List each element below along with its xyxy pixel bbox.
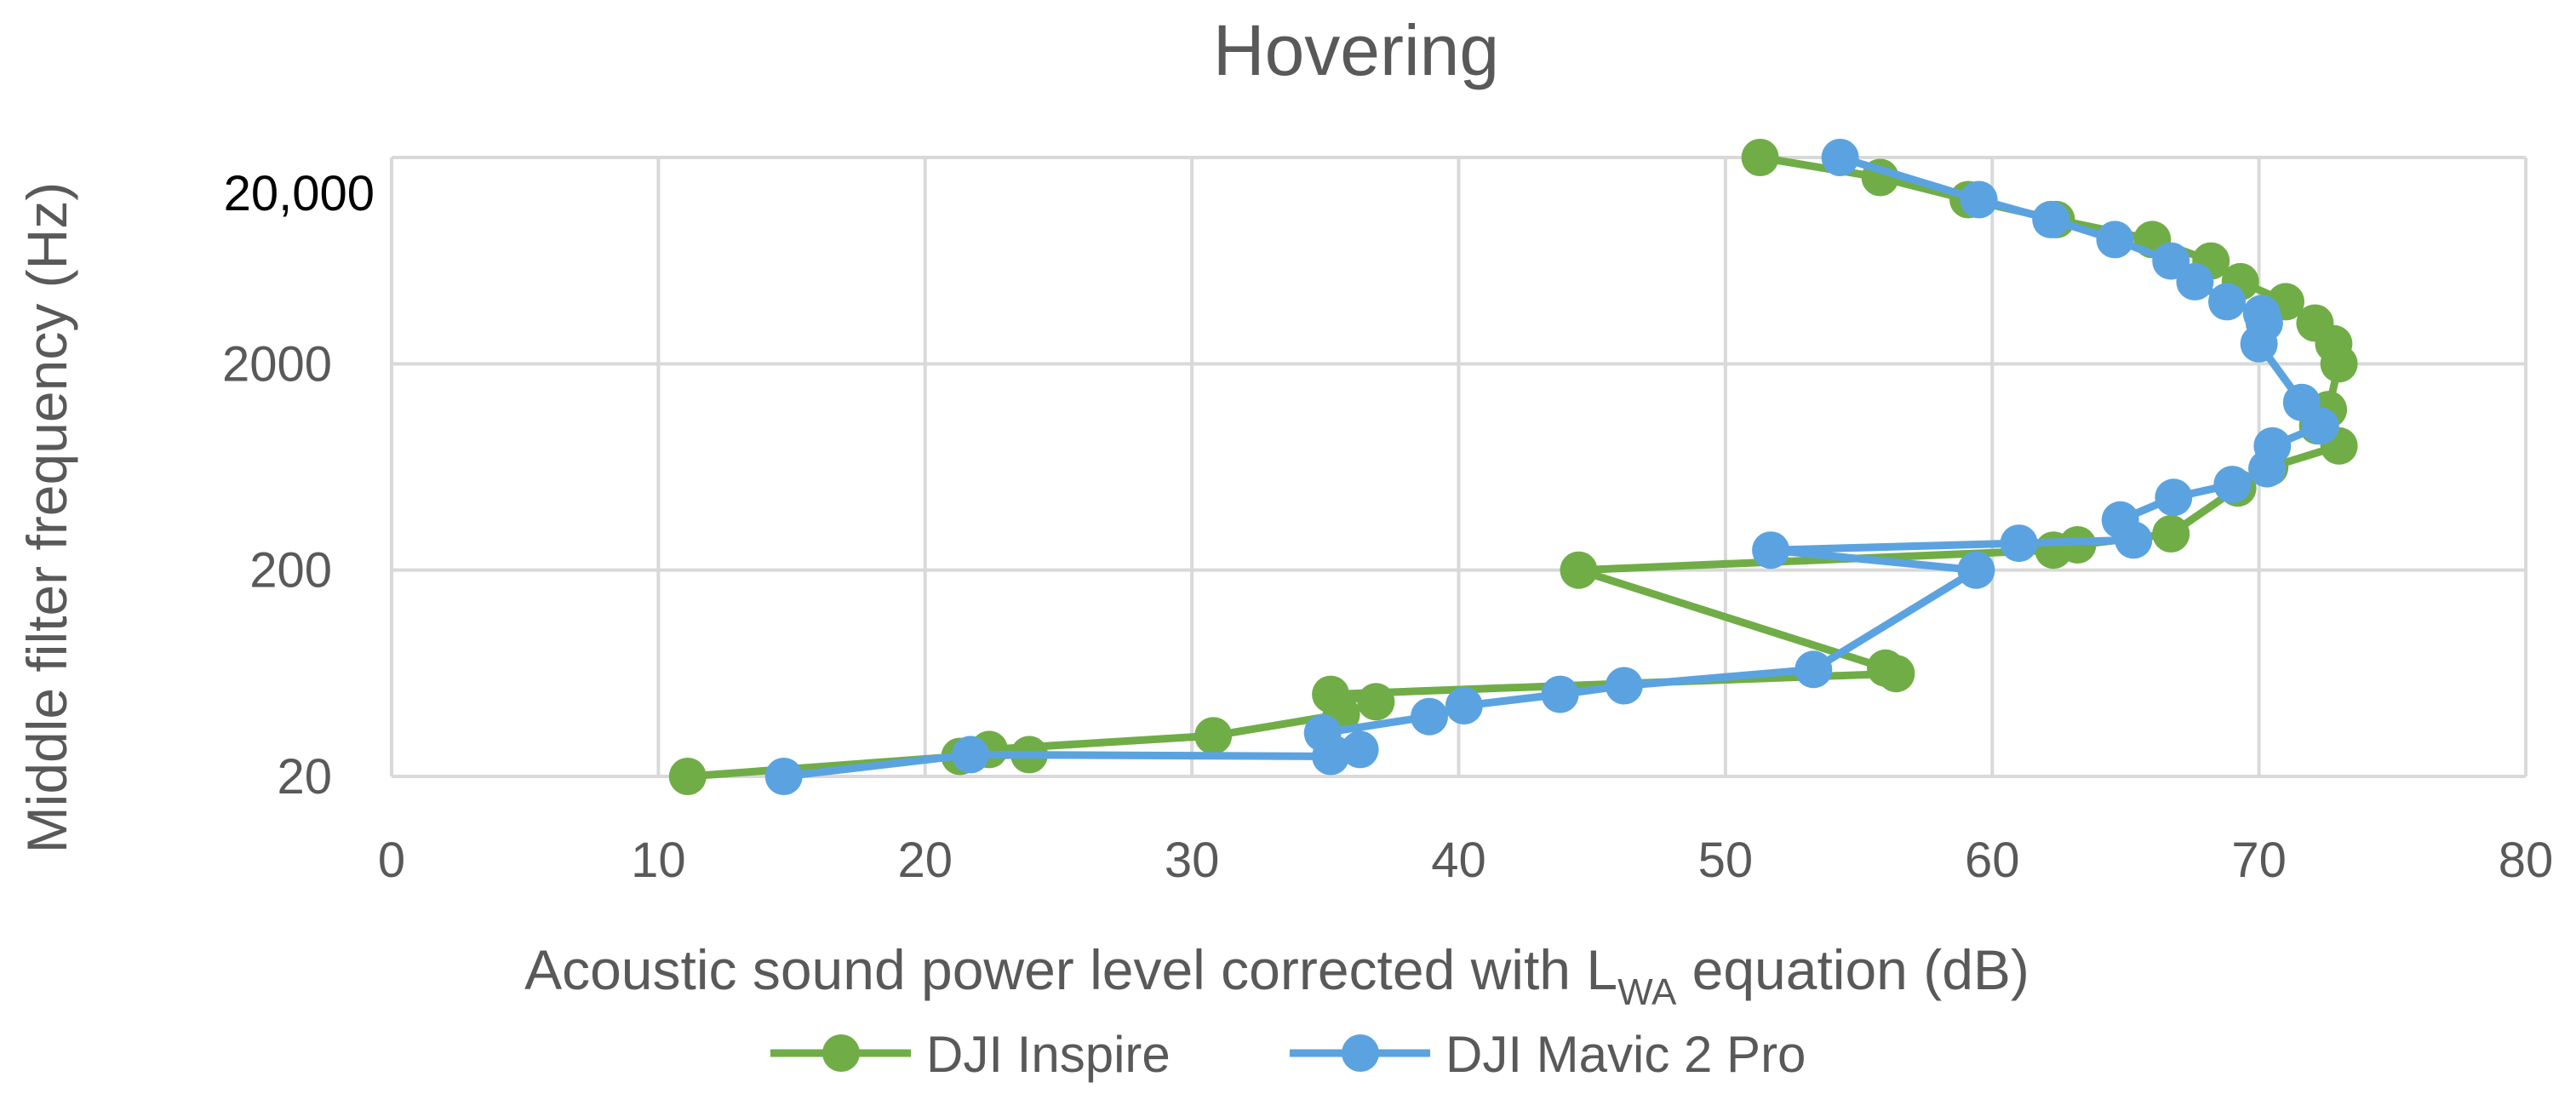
x-tick-label: 0	[378, 833, 405, 888]
y-tick-label: 20,000	[224, 166, 375, 221]
chart-title: Hovering	[1213, 10, 1499, 90]
legend: DJI Inspire DJI Mavic 2 Pro	[770, 1026, 1806, 1083]
data-point-dji-mavic-2-pro	[1411, 697, 1448, 736]
x-tick-label: 10	[631, 833, 686, 888]
x-tick-label: 70	[2231, 833, 2287, 888]
legend-entry-dji-inspire: DJI Inspire	[770, 1026, 1171, 1083]
data-point-dji-mavic-2-pro	[1541, 675, 1579, 713]
data-point-dji-mavic-2-pro	[1795, 650, 1833, 689]
data-point-dji-mavic-2-pro	[2155, 478, 2193, 517]
data-point-dji-inspire	[1194, 717, 1233, 755]
data-point-dji-mavic-2-pro	[2213, 466, 2252, 504]
legend-marker-dji-mavic-2-pro	[1342, 1034, 1379, 1072]
legend-entry-dji-mavic-2-pro: DJI Mavic 2 Pro	[1290, 1026, 1806, 1083]
data-point-dji-mavic-2-pro	[1605, 667, 1643, 705]
data-point-dji-inspire	[2296, 304, 2334, 342]
data-point-dji-mavic-2-pro	[2253, 427, 2292, 465]
data-point-dji-mavic-2-pro	[2032, 200, 2070, 238]
data-point-dji-inspire	[1357, 683, 1395, 721]
data-point-dji-mavic-2-pro	[952, 736, 989, 774]
x-tick-label: 20	[897, 833, 953, 888]
x-axis-label: Acoustic sound power level corrected wit…	[524, 938, 2029, 1013]
x-axis-label-tail: equation (dB)	[1676, 938, 2029, 1001]
x-tick-label: 80	[2499, 833, 2554, 888]
data-point-dji-mavic-2-pro	[764, 758, 803, 795]
data-point-dji-mavic-2-pro	[1303, 713, 1342, 752]
x-tick-label: 60	[1965, 833, 2020, 888]
grid	[390, 156, 2527, 778]
x-axis-label-main: Acoustic sound power level corrected wit…	[524, 938, 1617, 1001]
y-tick-label: 20	[277, 749, 332, 805]
y-axis-ticks: 20 200 2000 20,000	[222, 166, 375, 805]
data-point-dji-mavic-2-pro	[1957, 551, 1995, 589]
series-dji-mavic-2-pro	[764, 139, 2339, 795]
data-point-dji-mavic-2-pro	[2152, 242, 2190, 280]
data-point-dji-mavic-2-pro	[1752, 531, 1790, 570]
legend-marker-dji-inspire	[822, 1034, 860, 1072]
data-point-dji-mavic-2-pro	[2208, 283, 2246, 321]
data-point-dji-mavic-2-pro	[1821, 139, 1859, 176]
data-point-dji-mavic-2-pro	[1341, 730, 1379, 769]
data-point-dji-inspire	[1866, 649, 1904, 687]
series-line-dji-inspire	[687, 153, 2344, 781]
data-point-dji-mavic-2-pro	[2101, 501, 2139, 539]
data-point-dji-inspire	[2152, 515, 2190, 553]
data-point-dji-mavic-2-pro	[2282, 383, 2321, 421]
y-tick-label: 2000	[222, 336, 332, 392]
y-axis-label: Middle filter frequency (Hz)	[15, 182, 78, 854]
data-point-dji-inspire	[1741, 139, 1779, 176]
legend-label-dji-mavic-2-pro: DJI Mavic 2 Pro	[1445, 1026, 1806, 1083]
x-axis-label-subscript: WA	[1617, 971, 1677, 1013]
x-tick-label: 50	[1698, 833, 1754, 888]
x-axis-ticks: 0 10 20 30 40 50 60 70 80	[378, 833, 2553, 888]
data-point-dji-mavic-2-pro	[2000, 524, 2038, 563]
data-point-dji-mavic-2-pro	[2242, 295, 2281, 333]
legend-label-dji-inspire: DJI Inspire	[926, 1026, 1171, 1083]
data-point-dji-inspire	[668, 758, 707, 795]
data-point-dji-inspire	[1560, 551, 1598, 589]
x-tick-label: 30	[1165, 833, 1220, 888]
x-tick-label: 40	[1431, 833, 1486, 888]
series-layer	[668, 139, 2358, 795]
y-tick-label: 200	[249, 543, 332, 598]
data-point-dji-mavic-2-pro	[2096, 220, 2134, 259]
data-point-dji-mavic-2-pro	[1960, 180, 1998, 219]
data-point-dji-inspire	[1312, 675, 1350, 713]
data-point-dji-mavic-2-pro	[1445, 687, 1483, 724]
